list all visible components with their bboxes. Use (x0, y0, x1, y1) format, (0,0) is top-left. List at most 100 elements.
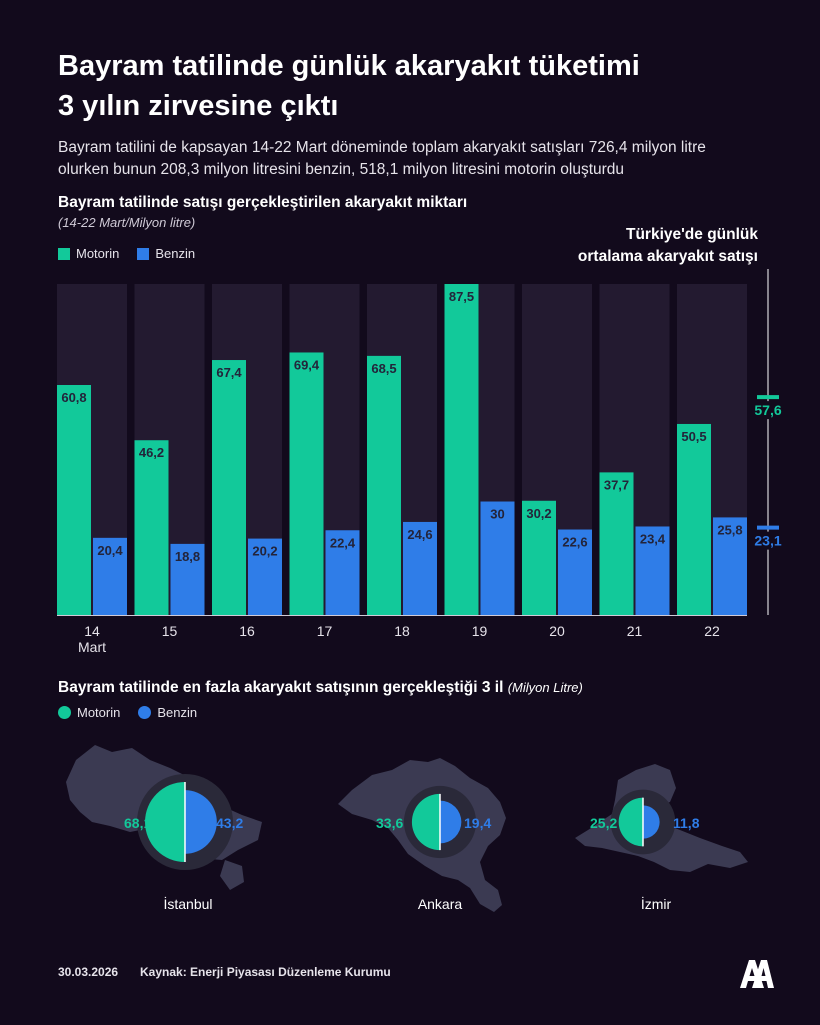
izmir-benzin-value: 11,8 (673, 815, 700, 831)
x-tick-19: 19 (472, 623, 488, 639)
title-line-2: 3 yılın zirvesine çıktı (58, 90, 339, 122)
istanbul-motorin-value: 68,1 (124, 815, 152, 831)
bar-motorin-20 (522, 500, 556, 615)
label-benzin-22: 25,8 (717, 522, 742, 537)
x-tick-17: 17 (317, 623, 333, 639)
bar-chart-note: (14-22 Mart/Milyon litre) (58, 215, 196, 230)
bar-motorin-22 (677, 423, 711, 615)
bar-benzin-20 (558, 529, 592, 615)
izmir-pie-motorin (618, 797, 643, 847)
pie-legend: Motorin Benzin (58, 705, 197, 720)
label-motorin-19: 87,5 (449, 289, 474, 304)
bar-motorin-17 (289, 352, 324, 615)
legend-swatch-benzin (137, 247, 150, 260)
label-benzin-19: 30 (490, 507, 504, 522)
reference-label-bg-motorin (754, 401, 784, 420)
izmir-motorin-value: 25,2 (590, 815, 618, 831)
city-label-ankara: Ankara (417, 896, 463, 912)
x-tick-sublabel: Mart (78, 639, 106, 655)
x-tick-15: 15 (162, 623, 178, 639)
footer-source: Kaynak: Enerji Piyasası Düzenleme Kurumu (140, 965, 391, 979)
istanbul-pie-benzin (185, 790, 217, 854)
pie-legend-dot-benzin (138, 706, 152, 719)
label-benzin-16: 20,2 (252, 544, 277, 559)
label-benzin-21: 23,4 (640, 531, 666, 546)
label-benzin-20: 22,6 (562, 535, 587, 550)
ankara-pie-motorin (411, 793, 440, 851)
x-tick-18: 18 (394, 623, 410, 639)
pie-chart-title: Bayram tatilinde en fazla akaryakıt satı… (58, 679, 504, 696)
pie-section-title: Bayram tatilinde en fazla akaryakıt satı… (58, 679, 583, 697)
reference-title-line-2: ortalama akaryakıt satışı (577, 248, 758, 265)
legend-item-motorin: Motorin (58, 246, 119, 261)
bar-benzin-14 (93, 537, 127, 615)
x-tick-21: 21 (627, 623, 643, 639)
label-benzin-14: 20,4 (97, 543, 123, 558)
x-tick-20: 20 (549, 623, 565, 639)
city-label-istanbul: İstanbul (163, 896, 213, 912)
label-motorin-14: 60,8 (61, 390, 86, 405)
label-motorin-22: 50,5 (681, 429, 706, 444)
bar-benzin-15 (170, 543, 205, 615)
label-motorin-16: 67,4 (216, 365, 242, 380)
x-tick-14: 14 (84, 623, 100, 639)
reference-title-line-1: Türkiye'de günlük (625, 226, 758, 243)
bar-motorin-19 (444, 284, 479, 615)
bar-benzin-16 (248, 538, 282, 615)
page-subtitle: Bayram tatilini de kapsayan 14-22 Mart d… (58, 137, 758, 181)
x-tick-16: 16 (239, 623, 255, 639)
bar-motorin-14 (57, 385, 91, 615)
subtitle-line-1: Bayram tatilini de kapsayan 14-22 Mart d… (58, 139, 706, 156)
bar-benzin-19 (480, 501, 515, 615)
x-tick-22: 22 (704, 623, 720, 639)
istanbul-pie-motorin (145, 782, 185, 862)
reference-value-motorin: 57,6 (754, 402, 781, 418)
label-motorin-18: 68,5 (371, 361, 396, 376)
izmir-map-shape (575, 764, 748, 872)
pie-legend-item-benzin: Benzin (138, 705, 197, 720)
legend-label-benzin: Benzin (155, 246, 196, 261)
reference-marker-benzin (757, 525, 779, 530)
label-motorin-20: 30,2 (526, 506, 551, 521)
legend-label-motorin: Motorin (76, 246, 120, 261)
reference-value-benzin: 23,1 (754, 533, 781, 549)
aa-logo-icon (740, 960, 774, 988)
label-benzin-18: 24,6 (407, 527, 432, 542)
istanbul-benzin-value: 43,2 (216, 815, 244, 831)
label-benzin-15: 18,8 (175, 549, 200, 564)
legend-swatch-motorin (58, 247, 70, 260)
legend-item-benzin: Benzin (137, 246, 195, 261)
pie-legend-dot-motorin (58, 706, 71, 719)
bar-chart-legend: Motorin Benzin (58, 246, 195, 261)
page-title: Bayram tatilinde günlük akaryakıt tüketi… (58, 46, 778, 126)
label-motorin-21: 37,7 (604, 477, 629, 492)
reference-title: Türkiye'de günlük ortalama akaryakıt sat… (578, 224, 758, 268)
subtitle-line-2: olurken bunun 208,3 milyon litresini ben… (58, 161, 625, 178)
footer-date: 30.03.2026 (58, 965, 119, 979)
pie-chart-unit: (Milyon Litre) (507, 680, 583, 695)
pie-legend-label-benzin: Benzin (157, 705, 198, 720)
label-motorin-15: 46,2 (139, 445, 164, 460)
reference-label-bg-benzin (754, 531, 784, 550)
bar-motorin-15 (134, 440, 169, 615)
label-motorin-17: 69,4 (294, 357, 320, 372)
bar-benzin-18 (403, 521, 437, 615)
izmir-pie-benzin (643, 805, 660, 839)
bar-motorin-21 (599, 472, 634, 615)
bar-benzin-21 (635, 526, 670, 615)
ankara-motorin-value: 33,6 (376, 815, 404, 831)
bar-benzin-22 (713, 517, 747, 615)
city-label-izmir: İzmir (640, 896, 672, 912)
bar-benzin-17 (325, 530, 360, 615)
ankara-benzin-value: 19,4 (464, 815, 492, 831)
reference-marker-motorin (757, 395, 779, 400)
pie-legend-label-motorin: Motorin (77, 705, 121, 720)
title-line-1: Bayram tatilinde günlük akaryakıt tüketi… (58, 50, 640, 82)
pie-legend-item-motorin: Motorin (58, 705, 120, 720)
bar-motorin-16 (212, 360, 246, 615)
ankara-pie-benzin (440, 800, 462, 844)
label-benzin-17: 22,4 (330, 535, 356, 550)
bar-chart-title: Bayram tatilinde satışı gerçekleştirilen… (58, 194, 468, 211)
